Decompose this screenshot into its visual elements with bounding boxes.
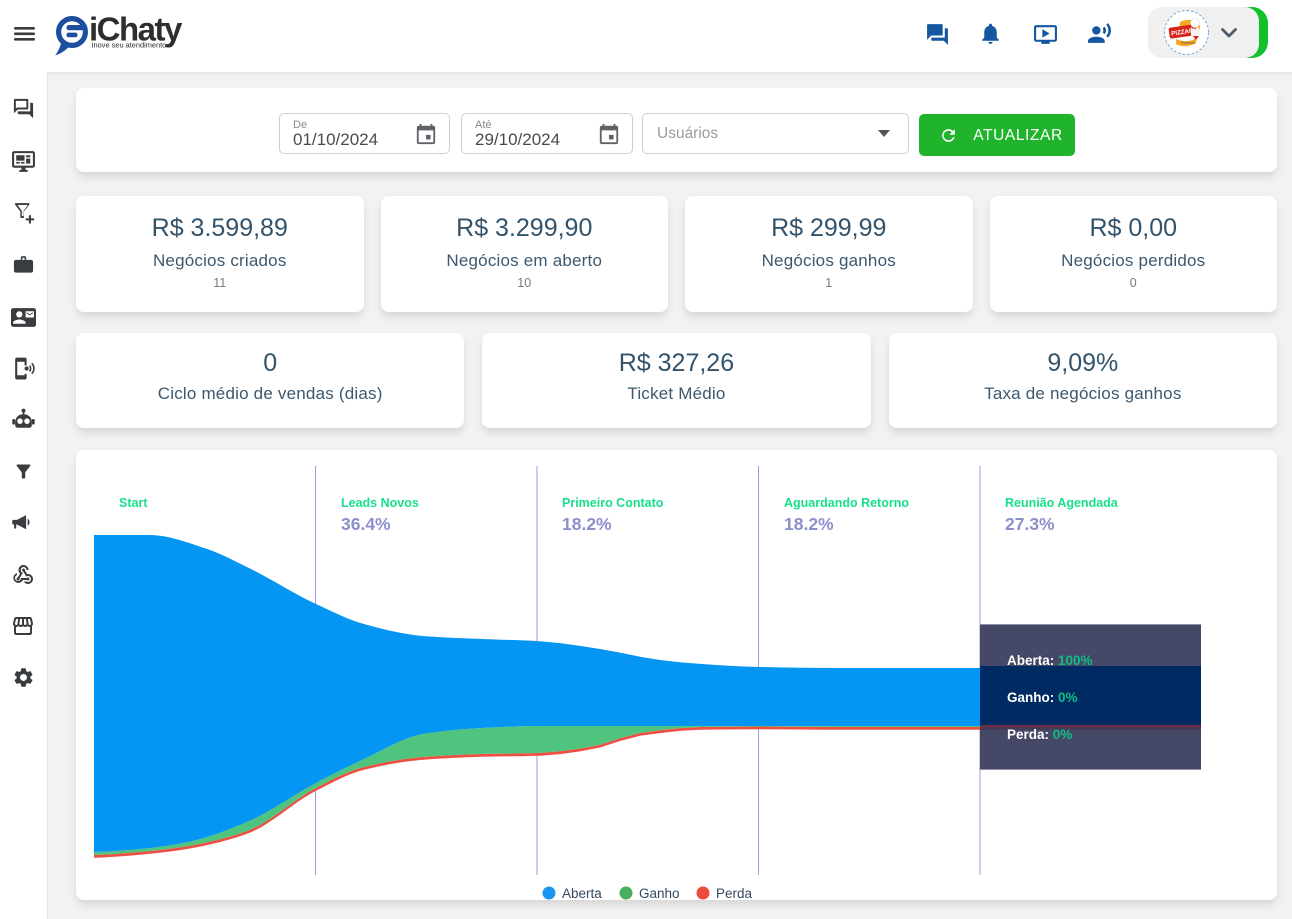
svg-text:18.2%: 18.2% — [562, 514, 612, 534]
svg-text:Aberta: 100%: Aberta: 100% — [1007, 653, 1093, 668]
svg-text:Inove seu atendimento: Inove seu atendimento — [92, 41, 167, 50]
svg-text:36.4%: 36.4% — [341, 514, 391, 534]
svg-text:Primeiro Contato: Primeiro Contato — [562, 496, 664, 510]
svg-text:Perda: Perda — [716, 886, 753, 900]
svg-text:Robertos: Robertos — [1181, 41, 1195, 45]
svg-text:Reunião Agendada: Reunião Agendada — [1005, 496, 1119, 510]
svg-text:27.3%: 27.3% — [1005, 514, 1055, 534]
svg-text:Leads Novos: Leads Novos — [341, 496, 419, 510]
svg-text:Ganho: 0%: Ganho: 0% — [1007, 690, 1078, 705]
svg-text:Ganho: Ganho — [639, 886, 680, 900]
svg-text:iChaty: iChaty — [89, 11, 183, 48]
svg-text:Aguardando Retorno: Aguardando Retorno — [784, 496, 909, 510]
svg-text:18.2%: 18.2% — [784, 514, 834, 534]
svg-text:Start: Start — [119, 496, 148, 510]
svg-text:Aberta: Aberta — [562, 886, 602, 900]
svg-text:Perda: 0%: Perda: 0% — [1007, 727, 1072, 742]
svg-text:PIZZARIA: PIZZARIA — [1171, 27, 1201, 38]
